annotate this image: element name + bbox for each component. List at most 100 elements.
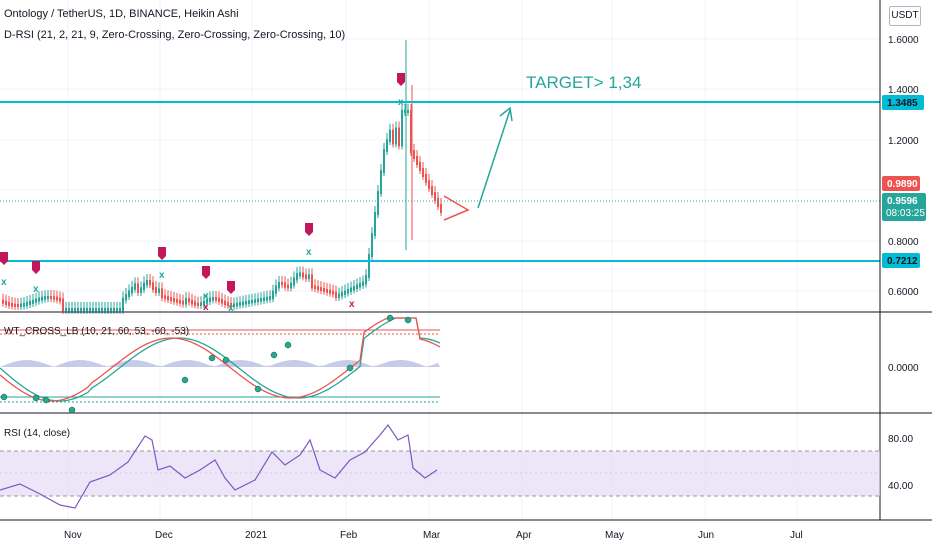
candlestick-series — [2, 40, 442, 314]
candle-body — [380, 170, 382, 194]
candle-body — [80, 308, 82, 311]
wt-cross-legend[interactable]: WT_CROSS_LB (10, 21, 60, 53, -60, -53) — [4, 326, 190, 337]
drsi-sell-marker — [202, 266, 210, 279]
candle-body — [413, 150, 415, 159]
svg-text:0.9890: 0.9890 — [887, 179, 918, 190]
drsi-sell-marker — [305, 223, 313, 236]
candle-body — [209, 297, 211, 302]
rsi-pane — [0, 423, 880, 509]
candle-body — [203, 300, 205, 306]
candle-body — [257, 298, 259, 303]
candle-body — [236, 302, 238, 307]
candle-body — [122, 297, 124, 311]
candle-body — [182, 300, 184, 305]
candle-body — [350, 287, 352, 292]
candle-body — [173, 298, 175, 302]
symbol-legend[interactable]: Ontology / TetherUS, 1D, BINANCE, Heikin… — [4, 8, 239, 20]
candle-body — [50, 296, 52, 300]
candle-body — [14, 303, 16, 307]
drsi-cross-marker: x — [228, 303, 234, 314]
rsi-line — [0, 423, 438, 509]
candle-body — [437, 198, 439, 207]
wt-cross-dot — [208, 354, 216, 362]
candle-body — [245, 301, 247, 305]
drsi-cross-marker: x — [203, 291, 209, 302]
candle-body — [56, 296, 58, 301]
candle-body — [314, 285, 316, 290]
candle-body — [254, 299, 256, 303]
candle-body — [263, 297, 265, 301]
candle-body — [344, 290, 346, 295]
time-axis[interactable]: Nov Dec 2021 Feb Mar Apr May Jun Jul — [64, 530, 803, 541]
candle-body — [89, 308, 91, 311]
target-annotation-text[interactable]: TARGET> 1,34 — [526, 73, 641, 92]
candle-body — [341, 292, 343, 297]
indicator-legend[interactable]: D-RSI (21, 2, 21, 9, Zero-Crossing, Zero… — [4, 29, 346, 41]
candle-body — [110, 308, 112, 311]
price-axis[interactable]: 1.6000 1.4000 1.2000 0.8000 0.6000 — [888, 35, 919, 298]
candle-body — [362, 281, 364, 286]
candle-body — [32, 299, 34, 304]
target-arrow-head — [499, 106, 513, 122]
candle-body — [224, 300, 226, 306]
wt-cross-dot — [270, 351, 278, 359]
drsi-sell-marker — [0, 252, 8, 265]
candle-body — [428, 180, 430, 189]
candle-body — [188, 298, 190, 303]
candle-body — [392, 129, 394, 145]
drsi-sell-marker — [158, 247, 166, 260]
candle-body — [179, 299, 181, 304]
candle-body — [299, 272, 301, 277]
time-label: Dec — [155, 530, 173, 541]
candle-body — [305, 274, 307, 280]
target-arrow[interactable] — [477, 109, 511, 209]
candle-body — [206, 298, 208, 304]
candle-body — [272, 290, 274, 300]
candle-body — [368, 254, 370, 278]
candle-body — [26, 302, 28, 306]
bar-countdown: 08:03:25 — [886, 208, 925, 219]
candle-body — [404, 110, 406, 113]
candle-body — [2, 299, 4, 304]
price-tick: 0.6000 — [888, 287, 919, 298]
candle-body — [386, 139, 388, 152]
time-label: Mar — [423, 530, 441, 541]
drsi-sell-marker — [32, 261, 40, 274]
candle-body — [377, 191, 379, 215]
candle-body — [335, 291, 337, 298]
wt-cross-dot — [68, 406, 76, 414]
candle-body — [323, 288, 325, 292]
candle-body — [410, 110, 412, 153]
drsi-cross-marker: x — [159, 270, 165, 281]
candle-body — [38, 297, 40, 302]
candle-body — [395, 127, 397, 145]
candle-body — [293, 277, 295, 286]
wt1-line — [0, 317, 441, 402]
rsi-legend[interactable]: RSI (14, close) — [4, 428, 71, 439]
candle-body — [47, 296, 49, 300]
candle-body — [227, 302, 229, 306]
candle-body — [374, 212, 376, 236]
candle-body — [383, 149, 385, 173]
pullback-arrow[interactable] — [443, 195, 470, 221]
candle-body — [23, 302, 25, 307]
wt-cross-dot — [181, 376, 189, 384]
candle-body — [83, 308, 85, 311]
candle-body — [128, 290, 130, 297]
candle-body — [44, 296, 46, 300]
wt-cross-dot — [404, 316, 412, 324]
candle-body — [71, 308, 73, 311]
candle-body — [440, 204, 442, 213]
rsi-axis-tick: 80.00 — [888, 434, 913, 445]
drsi-cross-marker: x — [1, 277, 7, 288]
time-label: Nov — [64, 530, 82, 541]
price-tag-resistance: 1.3485 — [882, 95, 924, 110]
currency-button[interactable]: USDT — [889, 6, 921, 26]
candle-body — [329, 289, 331, 294]
drsi-sell-marker — [227, 281, 235, 294]
candle-body — [317, 286, 319, 291]
candle-body — [251, 299, 253, 304]
